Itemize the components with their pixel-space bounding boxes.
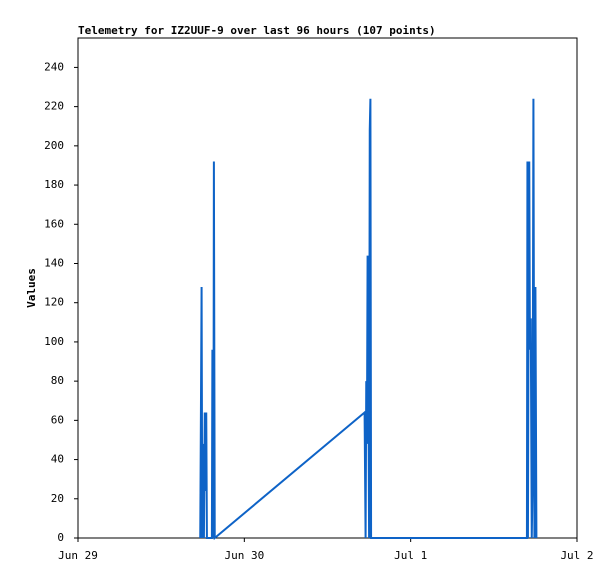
y-axis-label: Values [25,268,38,308]
y-tick-label: 220 [44,100,64,113]
y-tick-label: 40 [51,453,64,466]
data-line [199,98,538,541]
y-tick-label: 140 [44,256,64,269]
y-tick-label: 200 [44,139,64,152]
x-tick-label: Jul 1 [394,549,427,562]
y-tick-label: 0 [57,531,64,544]
y-tick-label: 80 [51,374,64,387]
y-tick-label: 60 [51,413,64,426]
y-tick-label: 100 [44,335,64,348]
plot-frame [77,37,578,539]
chart-title: Telemetry for IZ2UUF-9 over last 96 hour… [78,24,436,37]
x-tick-label: Jul 2 [560,549,593,562]
y-tick-label: 240 [44,60,64,73]
y-tick-label: 120 [44,296,64,309]
y-tick-label: 160 [44,217,64,230]
x-tick-label: Jun 30 [224,549,264,562]
y-tick-label: 180 [44,178,64,191]
x-tick-label: Jun 29 [58,549,98,562]
y-tick-label: 20 [51,492,64,505]
